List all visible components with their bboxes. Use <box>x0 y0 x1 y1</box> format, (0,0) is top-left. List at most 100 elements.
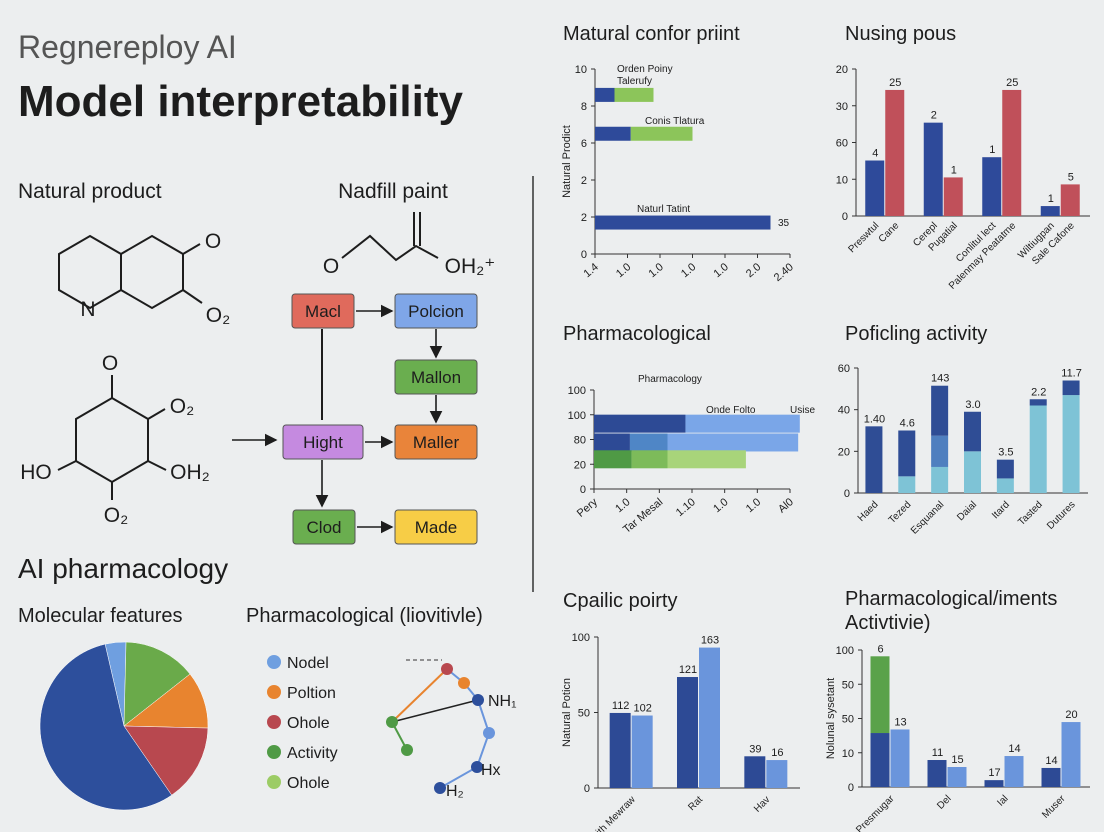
x-tick-label: 2.40 <box>772 261 796 284</box>
bar-segment <box>614 87 654 102</box>
flow-node-label: Made <box>415 518 458 537</box>
bar-note: 6 <box>877 643 883 655</box>
y-tick-label: 100 <box>836 645 854 657</box>
y-tick-label: 100 <box>568 410 586 422</box>
y-tick-label: 40 <box>838 405 850 417</box>
y-tick-label: 100 <box>568 385 586 397</box>
bar <box>984 780 1004 787</box>
x-tick-label: 1.10 <box>674 496 698 519</box>
bar-segment <box>595 126 631 141</box>
y-axis-label: Natural Poticn <box>561 678 573 747</box>
y-tick-label: 50 <box>842 679 854 691</box>
legend-label: Activity <box>287 745 338 762</box>
x-tick-label: 1.0 <box>679 261 698 280</box>
y-tick-label: 6 <box>581 138 587 150</box>
flow-node-label: Macl <box>305 302 341 321</box>
bar <box>865 160 885 216</box>
bar-note: 16 <box>771 747 783 759</box>
atom-label: Hx <box>481 762 501 779</box>
bar-note: 15 <box>951 754 963 766</box>
section-heading: Nadfill paint <box>338 180 448 203</box>
y-tick-label: 50 <box>842 714 854 726</box>
x-tick-label: Del <box>935 793 953 811</box>
bar-note: 5 <box>1068 171 1074 183</box>
flow-node <box>394 293 478 329</box>
molecule <box>57 375 167 500</box>
flow-node <box>282 424 364 460</box>
legend-label: Ohole <box>287 715 330 732</box>
x-tick-label: Daial <box>955 499 979 523</box>
bar <box>964 411 981 452</box>
x-tick-label: 1.0 <box>613 496 632 515</box>
flow-node <box>394 424 478 460</box>
bar <box>923 122 943 216</box>
bar <box>898 430 916 477</box>
bar-note: 3.0 <box>965 399 980 411</box>
bar-note: 39 <box>749 743 761 755</box>
y-tick-label: 60 <box>838 363 850 375</box>
y-tick-label: 0 <box>844 488 850 500</box>
bar-segment <box>667 450 746 469</box>
bar-note: 20 <box>1065 709 1077 721</box>
y-tick-label: 60 <box>836 138 848 150</box>
bar <box>885 89 905 216</box>
bar-note: 11.7 <box>1061 368 1082 380</box>
x-tick-label: Al0 <box>776 496 796 515</box>
atom-label: H₂ <box>446 783 464 800</box>
bar <box>677 677 698 788</box>
y-tick-label: 50 <box>578 708 590 720</box>
bar-segment <box>667 433 799 452</box>
x-tick-label: 1.0 <box>614 261 633 280</box>
bar <box>931 385 949 436</box>
legend-label: Ohole <box>287 775 330 792</box>
bar <box>964 451 981 493</box>
annotation: Talerufy <box>617 76 652 87</box>
bar <box>982 157 1002 216</box>
legend-swatch <box>267 775 281 789</box>
x-tick-label: 1.0 <box>711 496 730 515</box>
flow-node-label: Mallon <box>411 368 461 387</box>
flow-node <box>292 509 356 545</box>
chart-title: Pharmacological <box>563 323 711 345</box>
annotation: 35 <box>778 218 790 229</box>
y-tick-label: 20 <box>574 459 586 471</box>
atom-label: OH₂ <box>170 461 210 484</box>
bar-note: 1 <box>1048 193 1054 205</box>
section-heading: Natural product <box>18 180 162 203</box>
bar <box>766 760 788 788</box>
subtitle: Regnereploy AI <box>18 29 237 65</box>
bar-note: 2 <box>931 110 937 122</box>
y-tick-label: 0 <box>581 249 587 261</box>
bar-note: 4 <box>872 148 878 160</box>
bar-segment <box>595 215 771 230</box>
molecule <box>58 234 203 310</box>
x-tick-label: Esquanal <box>909 499 946 536</box>
x-tick-label: Ial <box>995 793 1010 808</box>
bar <box>943 177 963 216</box>
flow-node-label: Maller <box>413 433 460 452</box>
bar <box>898 476 916 493</box>
flow-node <box>291 293 355 329</box>
bar-note: 11 <box>932 747 943 759</box>
bar-note: 3.5 <box>998 447 1013 459</box>
bar <box>744 756 766 788</box>
atom-label: O <box>205 230 221 253</box>
x-tick-label: Hav <box>752 794 772 814</box>
bar <box>1062 395 1080 493</box>
x-tick-label: 1.0 <box>711 261 730 280</box>
chart-title: Cpailic poirty <box>563 590 677 612</box>
bar <box>996 459 1014 479</box>
atom-label: NH₁ <box>488 693 517 710</box>
flow-node-label: Clod <box>307 518 342 537</box>
bar-note: 163 <box>701 635 719 647</box>
bar <box>1004 756 1024 787</box>
y-tick-label: 10 <box>836 174 848 186</box>
bar-note: 4.6 <box>900 418 915 430</box>
y-tick-label: 8 <box>581 101 587 113</box>
bar <box>1029 405 1047 493</box>
bar <box>1062 380 1080 396</box>
x-tick-label: Haed <box>856 499 881 524</box>
y-tick-label: 0 <box>580 484 586 496</box>
